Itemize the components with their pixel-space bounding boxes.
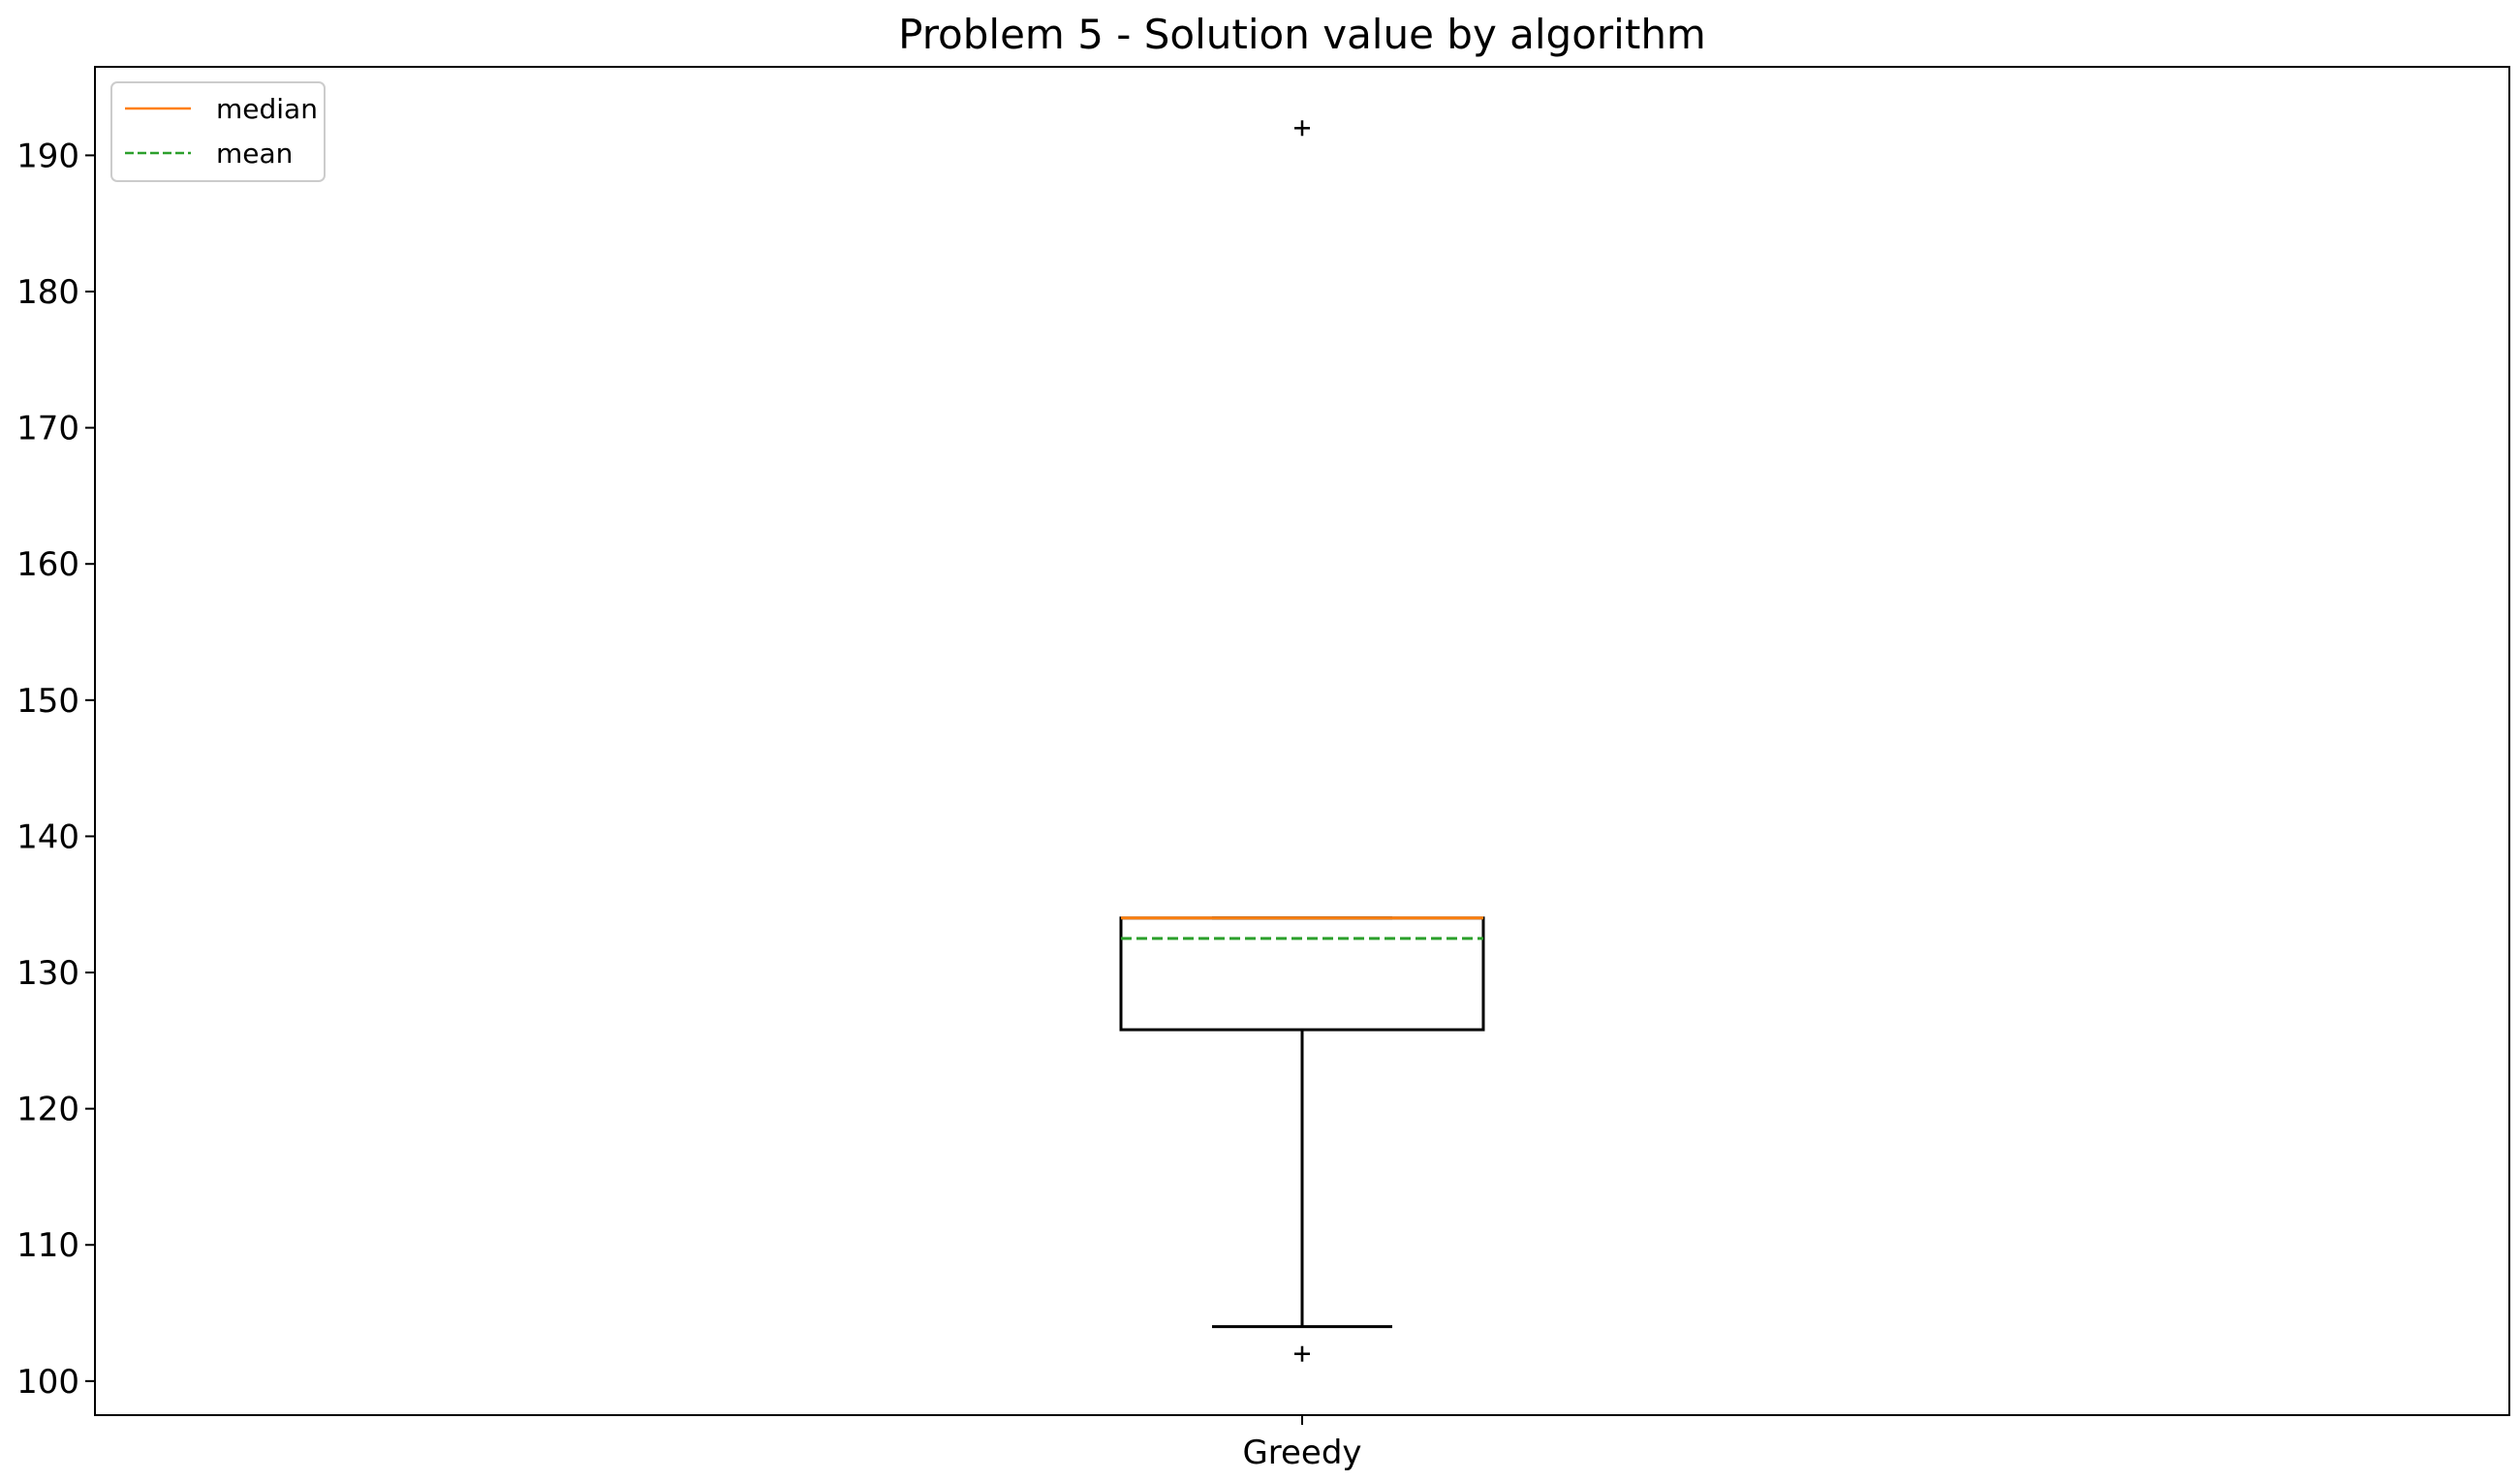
- y-tick-label: 190: [16, 137, 79, 175]
- y-tick-label: 140: [16, 818, 79, 856]
- y-tick-label: 160: [16, 545, 79, 584]
- plot-layer: 100 110 120 130 140 150 160 170 180 190 Greedy medi…: [16, 66, 2510, 1472]
- y-tick-label: 130: [16, 954, 79, 993]
- legend-box: [110, 81, 326, 182]
- legend-label-median: median: [216, 93, 318, 125]
- y-tick-label: 150: [16, 682, 79, 721]
- y-tick-label: 100: [16, 1363, 79, 1402]
- y-tick-label: 120: [16, 1091, 79, 1129]
- y-tick-label: 110: [16, 1226, 79, 1265]
- outlier-point: [1294, 1345, 1310, 1362]
- y-tick-label: 180: [16, 273, 79, 312]
- box-body: [1119, 916, 1485, 1032]
- y-tick-label: 170: [16, 410, 79, 448]
- legend-label-mean: mean: [216, 138, 293, 170]
- outlier-point: [1294, 120, 1310, 137]
- x-tick-label: Greedy: [1242, 1434, 1361, 1472]
- chart-title: Problem 5 - Solution value by algorithm: [898, 11, 1706, 58]
